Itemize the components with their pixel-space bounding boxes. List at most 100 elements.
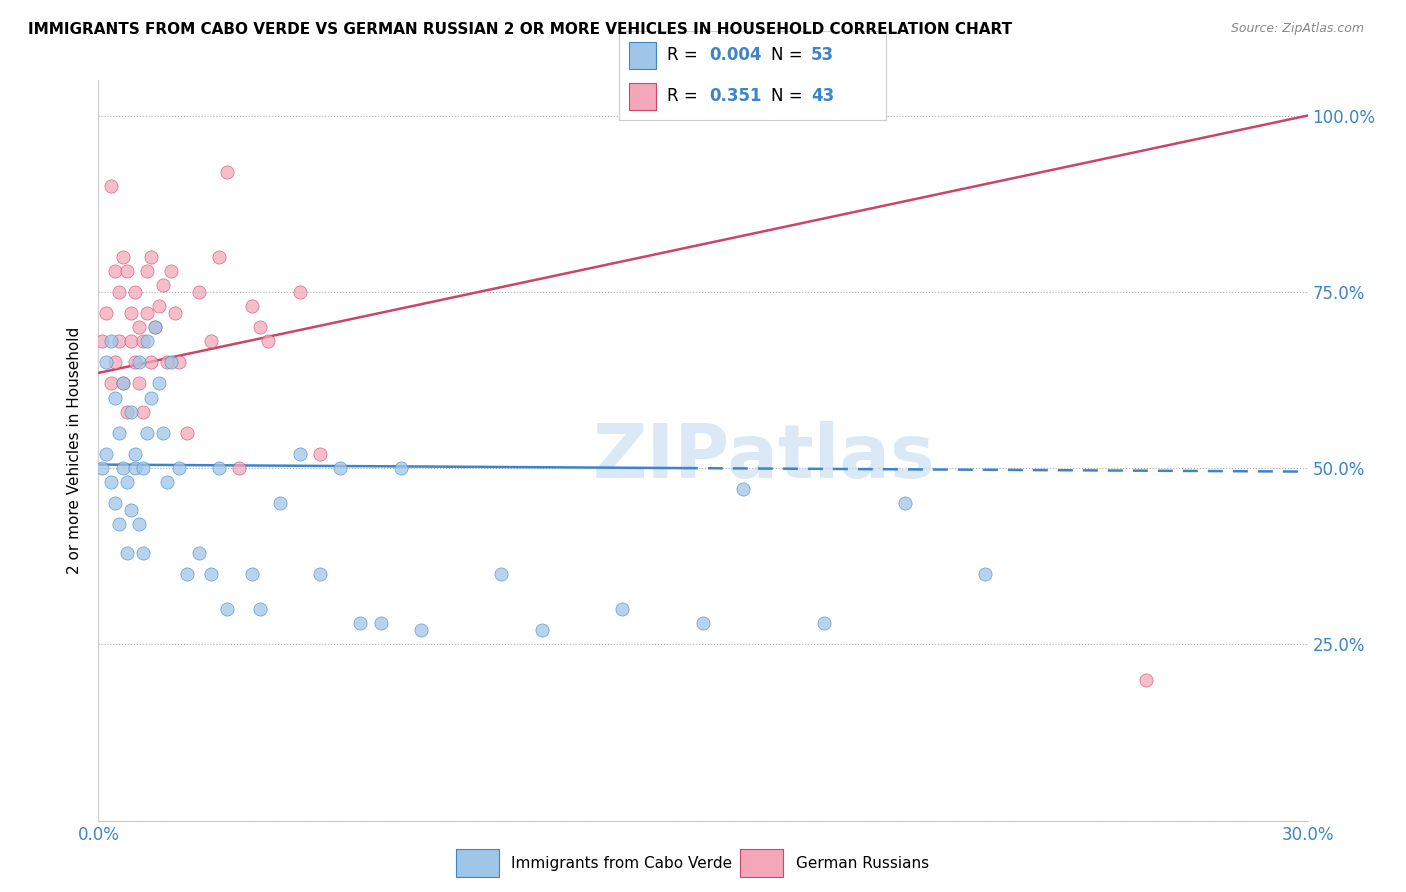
Point	[217, 602, 239, 616]
Point	[256, 334, 278, 348]
Point	[491, 566, 513, 581]
Point	[176, 425, 198, 440]
Point	[107, 425, 129, 440]
Text: 0.351: 0.351	[710, 87, 762, 105]
Point	[124, 355, 146, 369]
Text: Immigrants from Cabo Verde: Immigrants from Cabo Verde	[512, 855, 733, 871]
Point	[974, 566, 997, 581]
Point	[120, 334, 142, 348]
Point	[135, 425, 157, 440]
Point	[111, 461, 134, 475]
Point	[309, 447, 332, 461]
Point	[100, 475, 122, 490]
FancyBboxPatch shape	[740, 849, 783, 877]
Point	[128, 376, 150, 391]
Point	[91, 334, 114, 348]
Point	[143, 320, 166, 334]
Point	[96, 447, 118, 461]
Point	[249, 602, 271, 616]
Text: 53: 53	[811, 46, 834, 64]
Point	[163, 306, 186, 320]
Point	[103, 263, 125, 277]
Point	[208, 250, 231, 264]
Point	[188, 546, 211, 560]
Point	[612, 602, 634, 616]
Point	[132, 546, 155, 560]
Point	[115, 405, 138, 419]
Point	[128, 517, 150, 532]
Text: German Russians: German Russians	[796, 855, 929, 871]
Text: IMMIGRANTS FROM CABO VERDE VS GERMAN RUSSIAN 2 OR MORE VEHICLES IN HOUSEHOLD COR: IMMIGRANTS FROM CABO VERDE VS GERMAN RUS…	[28, 22, 1012, 37]
Point	[120, 306, 142, 320]
Point	[124, 447, 146, 461]
Point	[115, 546, 138, 560]
Point	[188, 285, 211, 299]
Text: Source: ZipAtlas.com: Source: ZipAtlas.com	[1230, 22, 1364, 36]
Point	[167, 355, 190, 369]
Point	[139, 355, 162, 369]
Point	[132, 405, 155, 419]
Point	[111, 250, 134, 264]
Point	[96, 306, 118, 320]
Point	[156, 475, 179, 490]
Point	[100, 179, 122, 194]
Point	[120, 405, 142, 419]
FancyBboxPatch shape	[630, 42, 657, 69]
Point	[349, 616, 371, 631]
Point	[135, 306, 157, 320]
Point	[124, 461, 146, 475]
Point	[240, 566, 263, 581]
Point	[200, 334, 222, 348]
Point	[115, 475, 138, 490]
Point	[200, 566, 222, 581]
FancyBboxPatch shape	[630, 83, 657, 110]
Point	[1135, 673, 1157, 687]
Point	[139, 391, 162, 405]
Text: R =: R =	[666, 87, 703, 105]
Point	[111, 376, 134, 391]
Point	[148, 376, 170, 391]
Text: 0.004: 0.004	[710, 46, 762, 64]
Point	[288, 285, 311, 299]
Point	[329, 461, 352, 475]
Point	[288, 447, 311, 461]
Point	[208, 461, 231, 475]
Point	[228, 461, 250, 475]
Point	[530, 624, 553, 638]
Point	[135, 334, 157, 348]
Text: ZIPatlas: ZIPatlas	[592, 421, 935, 494]
Point	[132, 334, 155, 348]
Point	[100, 334, 122, 348]
Point	[120, 503, 142, 517]
Text: R =: R =	[666, 46, 703, 64]
Point	[167, 461, 190, 475]
Point	[409, 624, 432, 638]
FancyBboxPatch shape	[456, 849, 499, 877]
Point	[107, 334, 129, 348]
Y-axis label: 2 or more Vehicles in Household: 2 or more Vehicles in Household	[67, 326, 83, 574]
Point	[135, 263, 157, 277]
Point	[96, 355, 118, 369]
Point	[156, 355, 179, 369]
Point	[733, 482, 755, 496]
Point	[152, 425, 174, 440]
Point	[111, 376, 134, 391]
Point	[217, 165, 239, 179]
Point	[91, 461, 114, 475]
Point	[124, 285, 146, 299]
Point	[176, 566, 198, 581]
Text: N =: N =	[770, 87, 808, 105]
Point	[160, 355, 183, 369]
Point	[107, 517, 129, 532]
Point	[269, 496, 291, 510]
Point	[813, 616, 835, 631]
Point	[240, 299, 263, 313]
Point	[893, 496, 915, 510]
Point	[107, 285, 129, 299]
Point	[370, 616, 392, 631]
Text: 43: 43	[811, 87, 834, 105]
Point	[103, 391, 125, 405]
Point	[128, 320, 150, 334]
Point	[160, 263, 183, 277]
Point	[139, 250, 162, 264]
